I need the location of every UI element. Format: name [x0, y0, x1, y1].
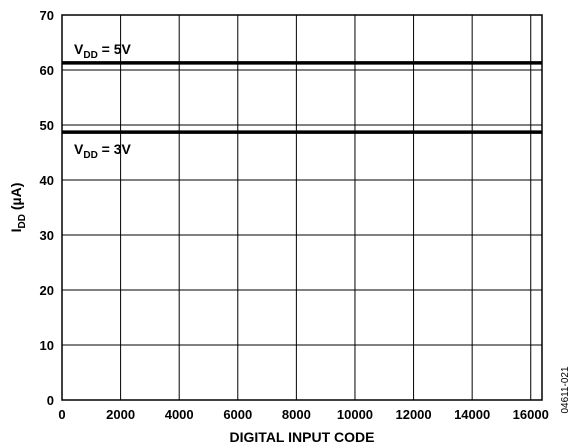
x-tick-label-12000: 12000 — [395, 407, 431, 422]
x-tick-label-16000: 16000 — [513, 407, 549, 422]
x-tick-label-10000: 10000 — [337, 407, 373, 422]
y-tick-label-70: 70 — [40, 8, 54, 23]
y-axis-label-rest: (µA) — [8, 183, 24, 214]
y-axis-label-main: I — [8, 228, 24, 232]
x-tick-label-2000: 2000 — [106, 407, 135, 422]
x-tick-label-4000: 4000 — [165, 407, 194, 422]
series-label-vdd-3v: VDD = 3V — [74, 141, 132, 161]
series-label-vdd-5v: VDD = 5V — [74, 41, 132, 61]
y-tick-label-30: 30 — [40, 228, 54, 243]
y-tick-label-10: 10 — [40, 338, 54, 353]
y-axis-label: IDD (µA) — [8, 183, 28, 233]
series-label-vdd-5v-rest: = 5V — [98, 41, 132, 57]
series-label-vdd-3v-rest: = 3V — [98, 141, 132, 157]
x-tick-label-14000: 14000 — [454, 407, 490, 422]
y-axis-label-sub: DD — [17, 214, 28, 228]
x-tick-label-0: 0 — [58, 407, 65, 422]
plot-frame — [61, 14, 543, 401]
figure-id: 04611-021 — [560, 366, 571, 414]
series-label-vdd-5v-main: V — [74, 41, 84, 57]
x-tick-label-6000: 6000 — [223, 407, 252, 422]
series-label-vdd-5v-sub: DD — [83, 50, 97, 61]
x-tick-labels: 0 2000 4000 6000 8000 10000 12000 14000 16000 — [58, 407, 548, 422]
y-tick-label-0: 0 — [47, 393, 54, 408]
y-tick-label-40: 40 — [40, 173, 54, 188]
x-axis-label: DIGITAL INPUT CODE — [230, 429, 375, 445]
y-tick-label-60: 60 — [40, 63, 54, 78]
y-tick-labels: 0 10 20 30 40 50 60 70 — [40, 8, 54, 408]
x-tick-label-8000: 8000 — [282, 407, 311, 422]
series-label-vdd-3v-sub: DD — [83, 150, 97, 161]
series-label-vdd-3v-main: V — [74, 141, 84, 157]
series-lines — [62, 61, 542, 134]
y-tick-label-20: 20 — [40, 283, 54, 298]
y-tick-label-50: 50 — [40, 118, 54, 133]
grid — [62, 15, 542, 400]
